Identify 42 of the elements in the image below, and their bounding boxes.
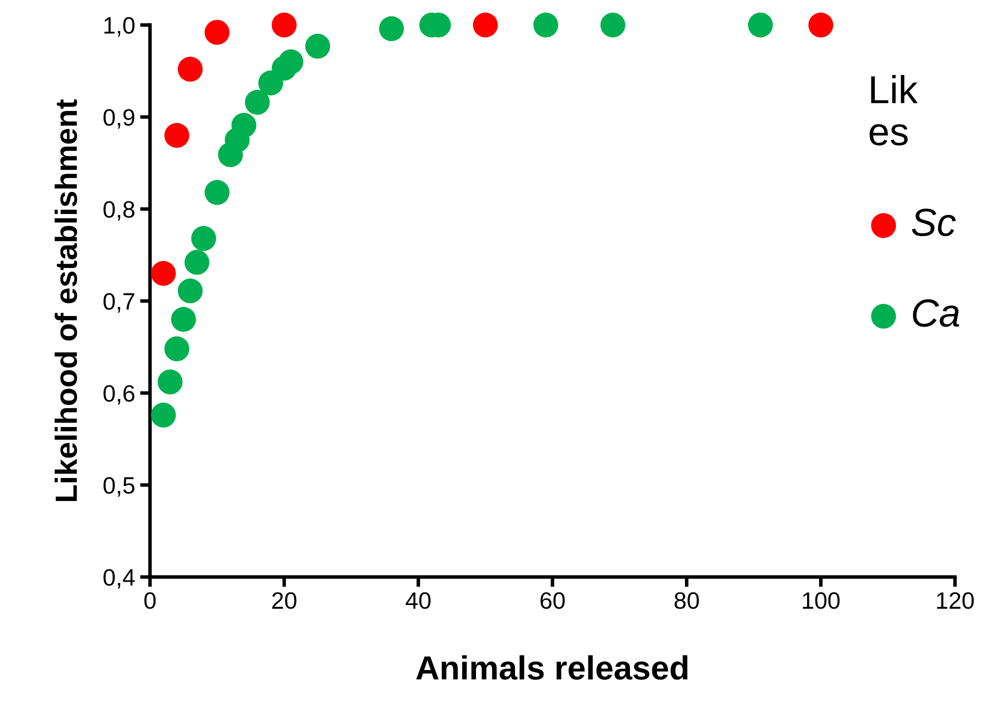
y-tick-label: 0,7	[104, 293, 134, 313]
x-tick-label: 0	[144, 592, 156, 609]
x-tick-label: 60	[540, 592, 565, 609]
point	[171, 306, 196, 332]
point	[150, 402, 176, 428]
point	[748, 12, 773, 38]
x-tick-label: 80	[674, 592, 699, 609]
point	[244, 90, 270, 115]
x-tick-label: 20	[272, 592, 296, 609]
legend-label: Sc	[912, 208, 956, 236]
y-tick-label: 0,9	[104, 109, 134, 129]
point	[164, 336, 190, 362]
point	[272, 12, 297, 38]
point	[191, 226, 216, 251]
y-tick-label: 1,0	[104, 17, 134, 37]
point	[204, 20, 230, 45]
point	[150, 260, 176, 286]
point	[164, 122, 190, 148]
y-tick-label: 0,5	[104, 477, 134, 497]
y-tick-label: 0,4	[104, 569, 135, 589]
point	[808, 12, 834, 38]
y-tick-label: 0,8	[104, 201, 134, 221]
legend-title: Lik es	[870, 75, 918, 146]
legend-label: Ca	[912, 299, 960, 327]
point	[204, 180, 230, 205]
x-axis-title: Animals released	[416, 655, 688, 680]
x-tick-label: 40	[406, 592, 431, 609]
x-tick-label: 100	[802, 592, 840, 609]
point	[178, 56, 203, 82]
point	[184, 250, 210, 275]
y-tick-label: 0,6	[104, 385, 134, 405]
point	[178, 278, 203, 304]
point	[379, 16, 404, 42]
point	[231, 112, 256, 138]
point	[472, 12, 498, 38]
point	[278, 49, 304, 74]
point	[600, 12, 626, 38]
point	[533, 12, 558, 38]
x-tick-label: 120	[937, 592, 974, 609]
point	[158, 370, 183, 394]
point	[305, 34, 330, 59]
y-axis-title: Likelihood of establishment	[54, 99, 78, 501]
